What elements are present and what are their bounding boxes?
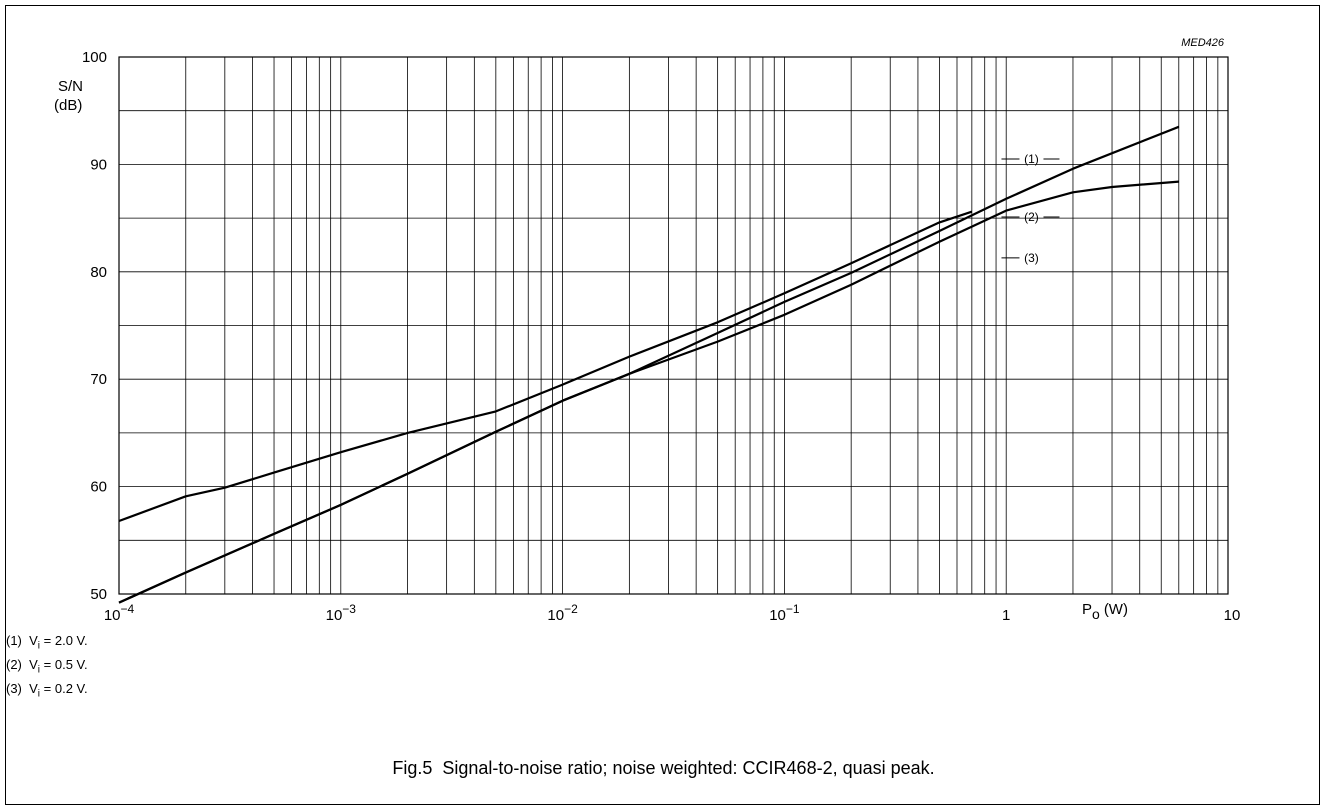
x-axis-unit: (W) (1104, 601, 1128, 618)
legend-text: = 0.2 V. (40, 681, 88, 696)
x-tick-label: 1 (1002, 607, 1010, 624)
y-tick-label: 50 (90, 586, 107, 603)
x-tick-label: 10 (1224, 607, 1241, 624)
curve-label-1: (1) (1024, 152, 1039, 166)
grid (118, 56, 1229, 595)
plot-area-border (118, 56, 1229, 595)
x-axis-label: Po (W) (1082, 601, 1128, 622)
figure-caption: Fig.5 Signal-to-noise ratio; noise weigh… (0, 758, 1327, 779)
tick-labels: 50 60 70 80 90 100 10−4 10−3 10−2 10−1 1 10 (82, 49, 1240, 624)
legend-subscript: i (37, 664, 41, 676)
legend-item: (3) Vi = 0.2 V. (6, 681, 88, 703)
figure-caption-text: Signal-to-noise ratio; noise weighted: C… (442, 758, 935, 778)
legend-text: = 0.5 V. (40, 657, 88, 672)
y-axis-label: S/N (58, 78, 83, 95)
figure-frame (5, 5, 1320, 805)
curve-label-2: (2) (1024, 210, 1039, 224)
x-tick-label: 10−3 (326, 602, 357, 624)
series-line-3 (118, 210, 973, 523)
x-tick-label: 10−2 (547, 602, 578, 624)
y-tick-label: 60 (90, 479, 107, 496)
curve-label-3: (3) (1024, 251, 1039, 265)
x-axis-symbol: P (1082, 601, 1092, 618)
figure-code: MED426 (1181, 37, 1225, 49)
x-axis-subscript: o (1092, 606, 1100, 622)
figure-number: Fig.5 (392, 758, 433, 778)
legend-variable: V (29, 681, 38, 696)
curves: (1) (2) (3) (118, 125, 1180, 604)
legend-number: (3) (6, 681, 30, 696)
legend-variable: V (29, 657, 38, 672)
series-line-2 (118, 180, 1179, 604)
y-tick-label: 80 (90, 264, 107, 281)
legend-item: (1) Vi = 2.0 V. (6, 633, 88, 655)
legend-number: (2) (6, 657, 30, 672)
y-tick-label: 100 (82, 49, 107, 66)
y-axis-unit: (dB) (54, 97, 82, 114)
legend-variable: V (29, 633, 38, 648)
x-tick-label: 10−4 (104, 602, 135, 624)
y-tick-label: 90 (90, 156, 107, 173)
y-tick-label: 70 (90, 371, 107, 388)
legend-subscript: i (37, 688, 41, 700)
legend-item: (2) Vi = 0.5 V. (6, 657, 88, 679)
axis-labels: MED426 S/N (dB) Po (W) (54, 37, 1225, 622)
sn-vs-power-chart: (1) (2) (3) 50 60 70 80 90 100 10−4 10−3 10−2 10−1 1… (54, 37, 1240, 624)
x-tick-label: 10−1 (769, 602, 800, 624)
legend-text: = 2.0 V. (40, 633, 88, 648)
legend-number: (1) (6, 633, 30, 648)
legend-subscript: i (37, 640, 41, 652)
